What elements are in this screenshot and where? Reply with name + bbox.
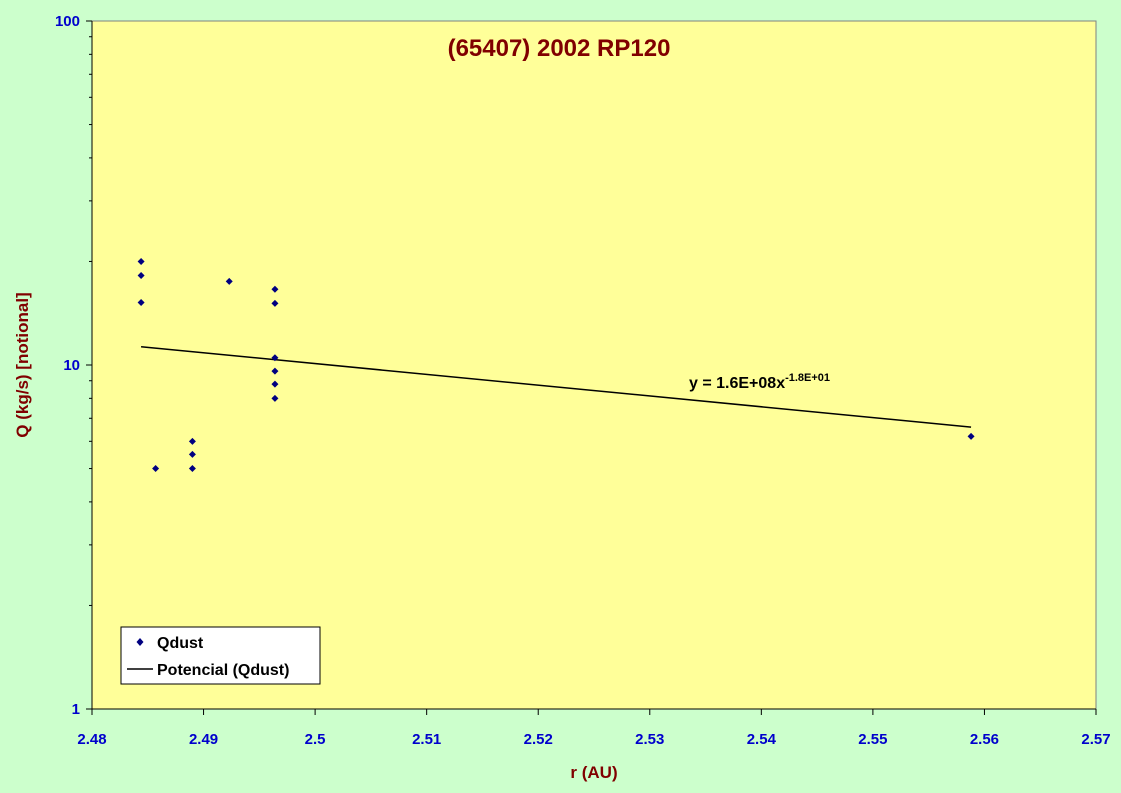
legend-label-qdust: Qdust <box>157 635 204 652</box>
x-tick-label: 2.52 <box>524 731 553 748</box>
data-point <box>152 465 160 473</box>
chart-title: (65407) 2002 RP120 <box>448 35 671 62</box>
x-tick-label: 2.54 <box>747 731 777 748</box>
x-tick-label: 2.48 <box>77 731 106 748</box>
data-point <box>225 277 233 285</box>
x-tick-label: 2.56 <box>970 731 999 748</box>
data-point <box>137 298 145 306</box>
trendline-equation: y = 1.6E+08x-1.8E+01 <box>689 372 830 392</box>
x-tick-label: 2.55 <box>858 731 887 748</box>
data-point <box>188 437 196 445</box>
legend: Qdust Potencial (Qdust) <box>120 626 321 685</box>
x-tick-label: 2.5 <box>305 731 326 748</box>
legend-marker-diamond-icon <box>136 638 144 646</box>
data-point <box>188 450 196 458</box>
y-tick-label: 1 <box>72 701 80 718</box>
x-ticks: 2.48 2.49 2.5 2.51 2.52 2.53 2.54 2.55 2.56 2.57 <box>77 709 1111 748</box>
plot-area <box>91 20 1097 710</box>
equation-exponent: -1.8E+01 <box>785 372 830 384</box>
data-point <box>271 394 279 402</box>
data-point <box>271 367 279 375</box>
data-point <box>967 432 975 440</box>
trendline <box>141 345 972 428</box>
data-point <box>271 380 279 388</box>
data-point <box>188 465 196 473</box>
y-axis-title: Q (kg/s) [notional] <box>13 292 32 437</box>
data-point <box>271 354 279 362</box>
y-tick-label: 10 <box>63 357 80 374</box>
series-layer <box>137 257 975 473</box>
data-point <box>271 299 279 307</box>
y-ticks: 1 10 100 <box>55 13 92 718</box>
x-tick-label: 2.53 <box>635 731 664 748</box>
x-tick-label: 2.51 <box>412 731 441 748</box>
x-tick-label: 2.49 <box>189 731 218 748</box>
legend-label-trendline: Potencial (Qdust) <box>157 662 289 679</box>
x-tick-label: 2.57 <box>1081 731 1110 748</box>
data-point <box>137 272 145 280</box>
x-axis-title: r (AU) <box>570 763 617 782</box>
legend-box <box>120 626 321 685</box>
data-point <box>137 257 145 265</box>
data-point <box>271 285 279 293</box>
equation-base: y = 1.6E+08x <box>689 375 785 392</box>
y-tick-label: 100 <box>55 13 80 30</box>
